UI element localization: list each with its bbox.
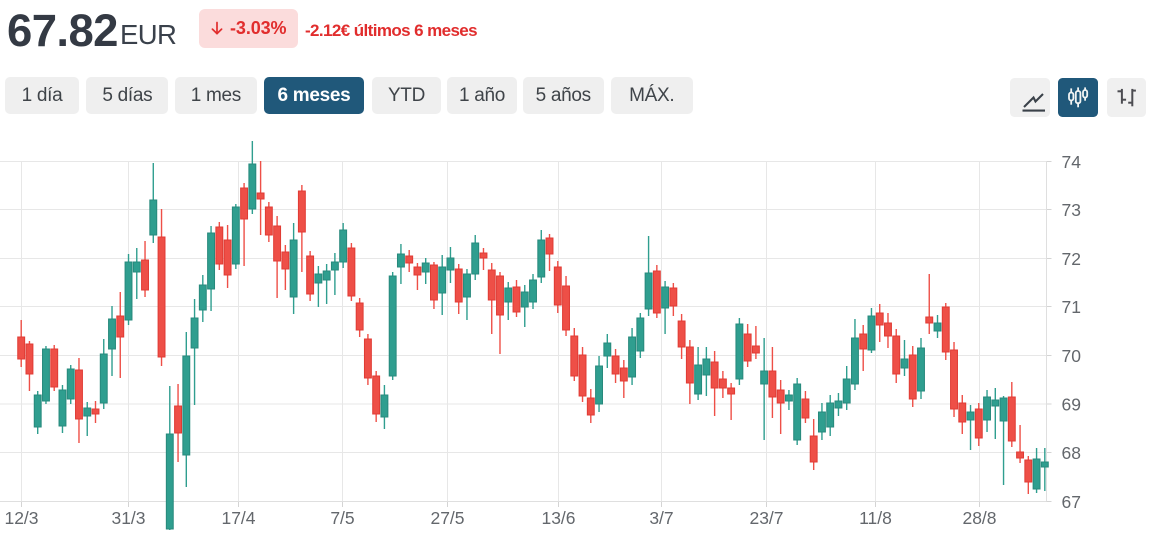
svg-text:70: 70: [1062, 346, 1082, 366]
svg-text:31/3: 31/3: [111, 508, 145, 528]
svg-text:68: 68: [1062, 443, 1081, 463]
svg-text:74: 74: [1062, 152, 1082, 172]
svg-text:23/7: 23/7: [749, 508, 783, 528]
svg-text:12/3: 12/3: [4, 508, 38, 528]
svg-text:72: 72: [1062, 249, 1081, 269]
svg-text:3/7: 3/7: [649, 508, 673, 528]
svg-text:17/4: 17/4: [221, 508, 255, 528]
svg-text:67: 67: [1062, 492, 1081, 512]
svg-text:7/5: 7/5: [330, 508, 354, 528]
svg-text:11/8: 11/8: [859, 508, 892, 528]
svg-text:69: 69: [1062, 395, 1081, 415]
svg-text:73: 73: [1062, 200, 1081, 220]
svg-text:71: 71: [1062, 297, 1081, 317]
svg-text:28/8: 28/8: [962, 508, 996, 528]
svg-text:13/6: 13/6: [541, 508, 575, 528]
svg-text:27/5: 27/5: [430, 508, 464, 528]
